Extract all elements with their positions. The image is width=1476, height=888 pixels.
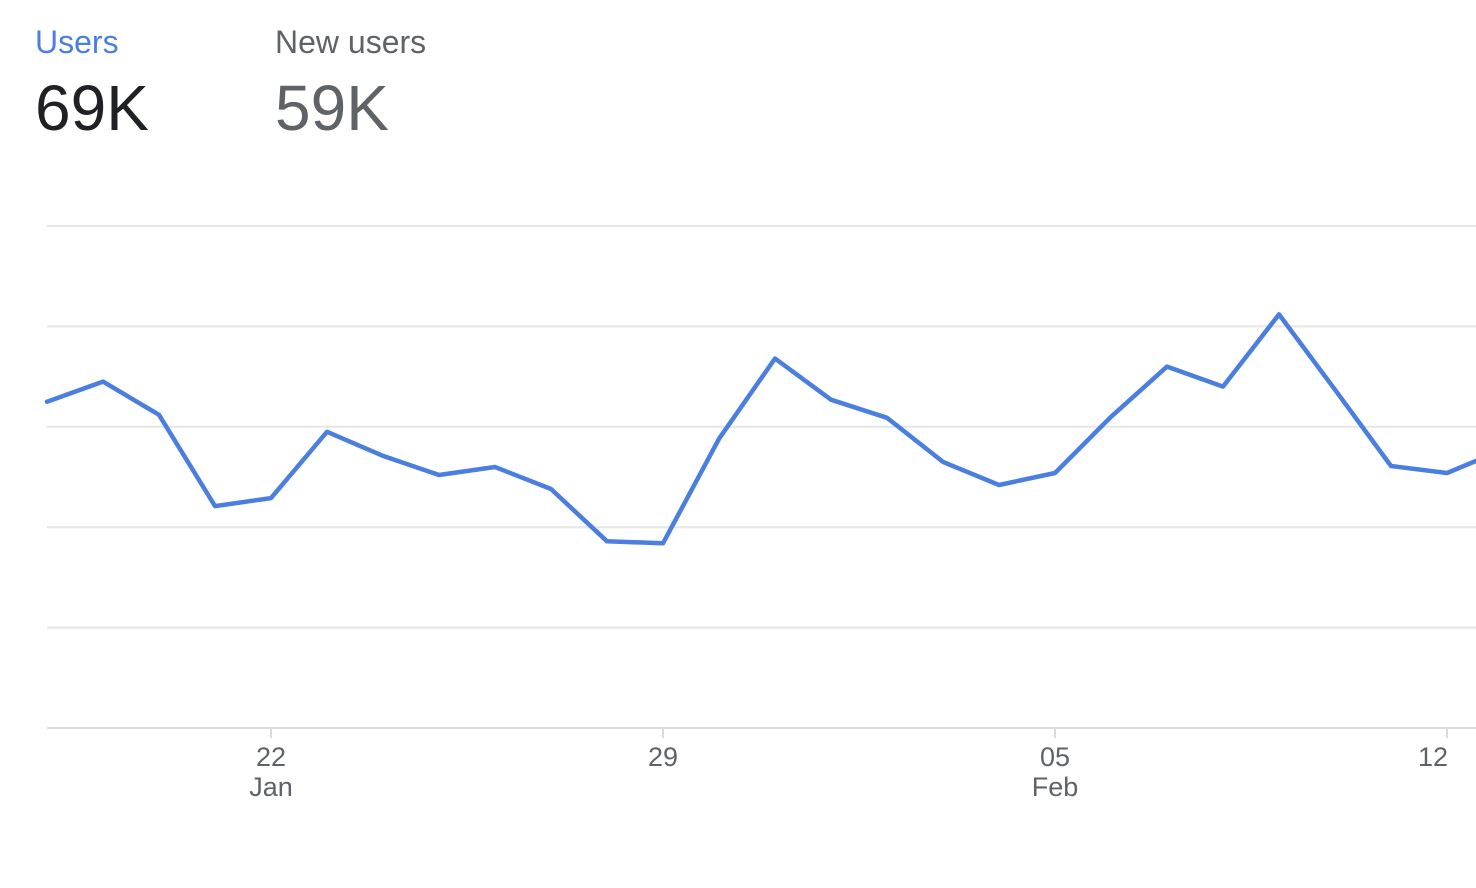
x-tick-label-day: 29 bbox=[648, 742, 678, 772]
data-point[interactable] bbox=[436, 472, 442, 478]
data-point[interactable] bbox=[324, 429, 330, 435]
grid-lines bbox=[47, 225, 1476, 729]
data-point[interactable] bbox=[492, 464, 498, 470]
data-point[interactable] bbox=[940, 459, 946, 465]
data-point[interactable] bbox=[1164, 364, 1170, 370]
tab-new-users[interactable]: New users 59K bbox=[275, 22, 426, 148]
users-series-line bbox=[44, 312, 1476, 546]
users-label: Users bbox=[35, 24, 119, 60]
x-tick-label-day: 12 bbox=[1418, 742, 1448, 772]
tab-users[interactable]: Users 69K bbox=[35, 22, 149, 148]
data-point[interactable] bbox=[1276, 311, 1282, 317]
new-users-label: New users bbox=[275, 24, 427, 60]
x-tick-label-day: 05 bbox=[1040, 742, 1070, 772]
data-point[interactable] bbox=[212, 503, 218, 509]
users-value: 69K bbox=[35, 72, 149, 144]
x-tick-label-day: 22 bbox=[256, 742, 286, 772]
data-point[interactable] bbox=[548, 486, 554, 492]
data-point[interactable] bbox=[716, 436, 722, 442]
data-point[interactable] bbox=[1220, 384, 1226, 390]
x-tick-label-month: Jan bbox=[249, 772, 293, 802]
series-layer bbox=[44, 311, 1476, 546]
data-point[interactable] bbox=[1444, 470, 1450, 476]
x-tick-label-month: Feb bbox=[1032, 772, 1079, 802]
data-point[interactable] bbox=[1332, 387, 1338, 393]
data-point[interactable] bbox=[660, 540, 666, 546]
data-point[interactable] bbox=[1388, 463, 1394, 469]
new-users-value: 59K bbox=[275, 72, 389, 144]
data-point[interactable] bbox=[268, 495, 274, 501]
data-point[interactable] bbox=[44, 399, 50, 405]
data-point[interactable] bbox=[828, 397, 834, 403]
data-point[interactable] bbox=[996, 482, 1002, 488]
data-point[interactable] bbox=[604, 538, 610, 544]
data-point[interactable] bbox=[772, 356, 778, 362]
data-point[interactable] bbox=[156, 412, 162, 418]
data-point[interactable] bbox=[1052, 470, 1058, 476]
data-point[interactable] bbox=[1108, 414, 1114, 420]
data-point[interactable] bbox=[380, 453, 386, 459]
data-point[interactable] bbox=[100, 379, 106, 385]
data-point[interactable] bbox=[884, 415, 890, 421]
